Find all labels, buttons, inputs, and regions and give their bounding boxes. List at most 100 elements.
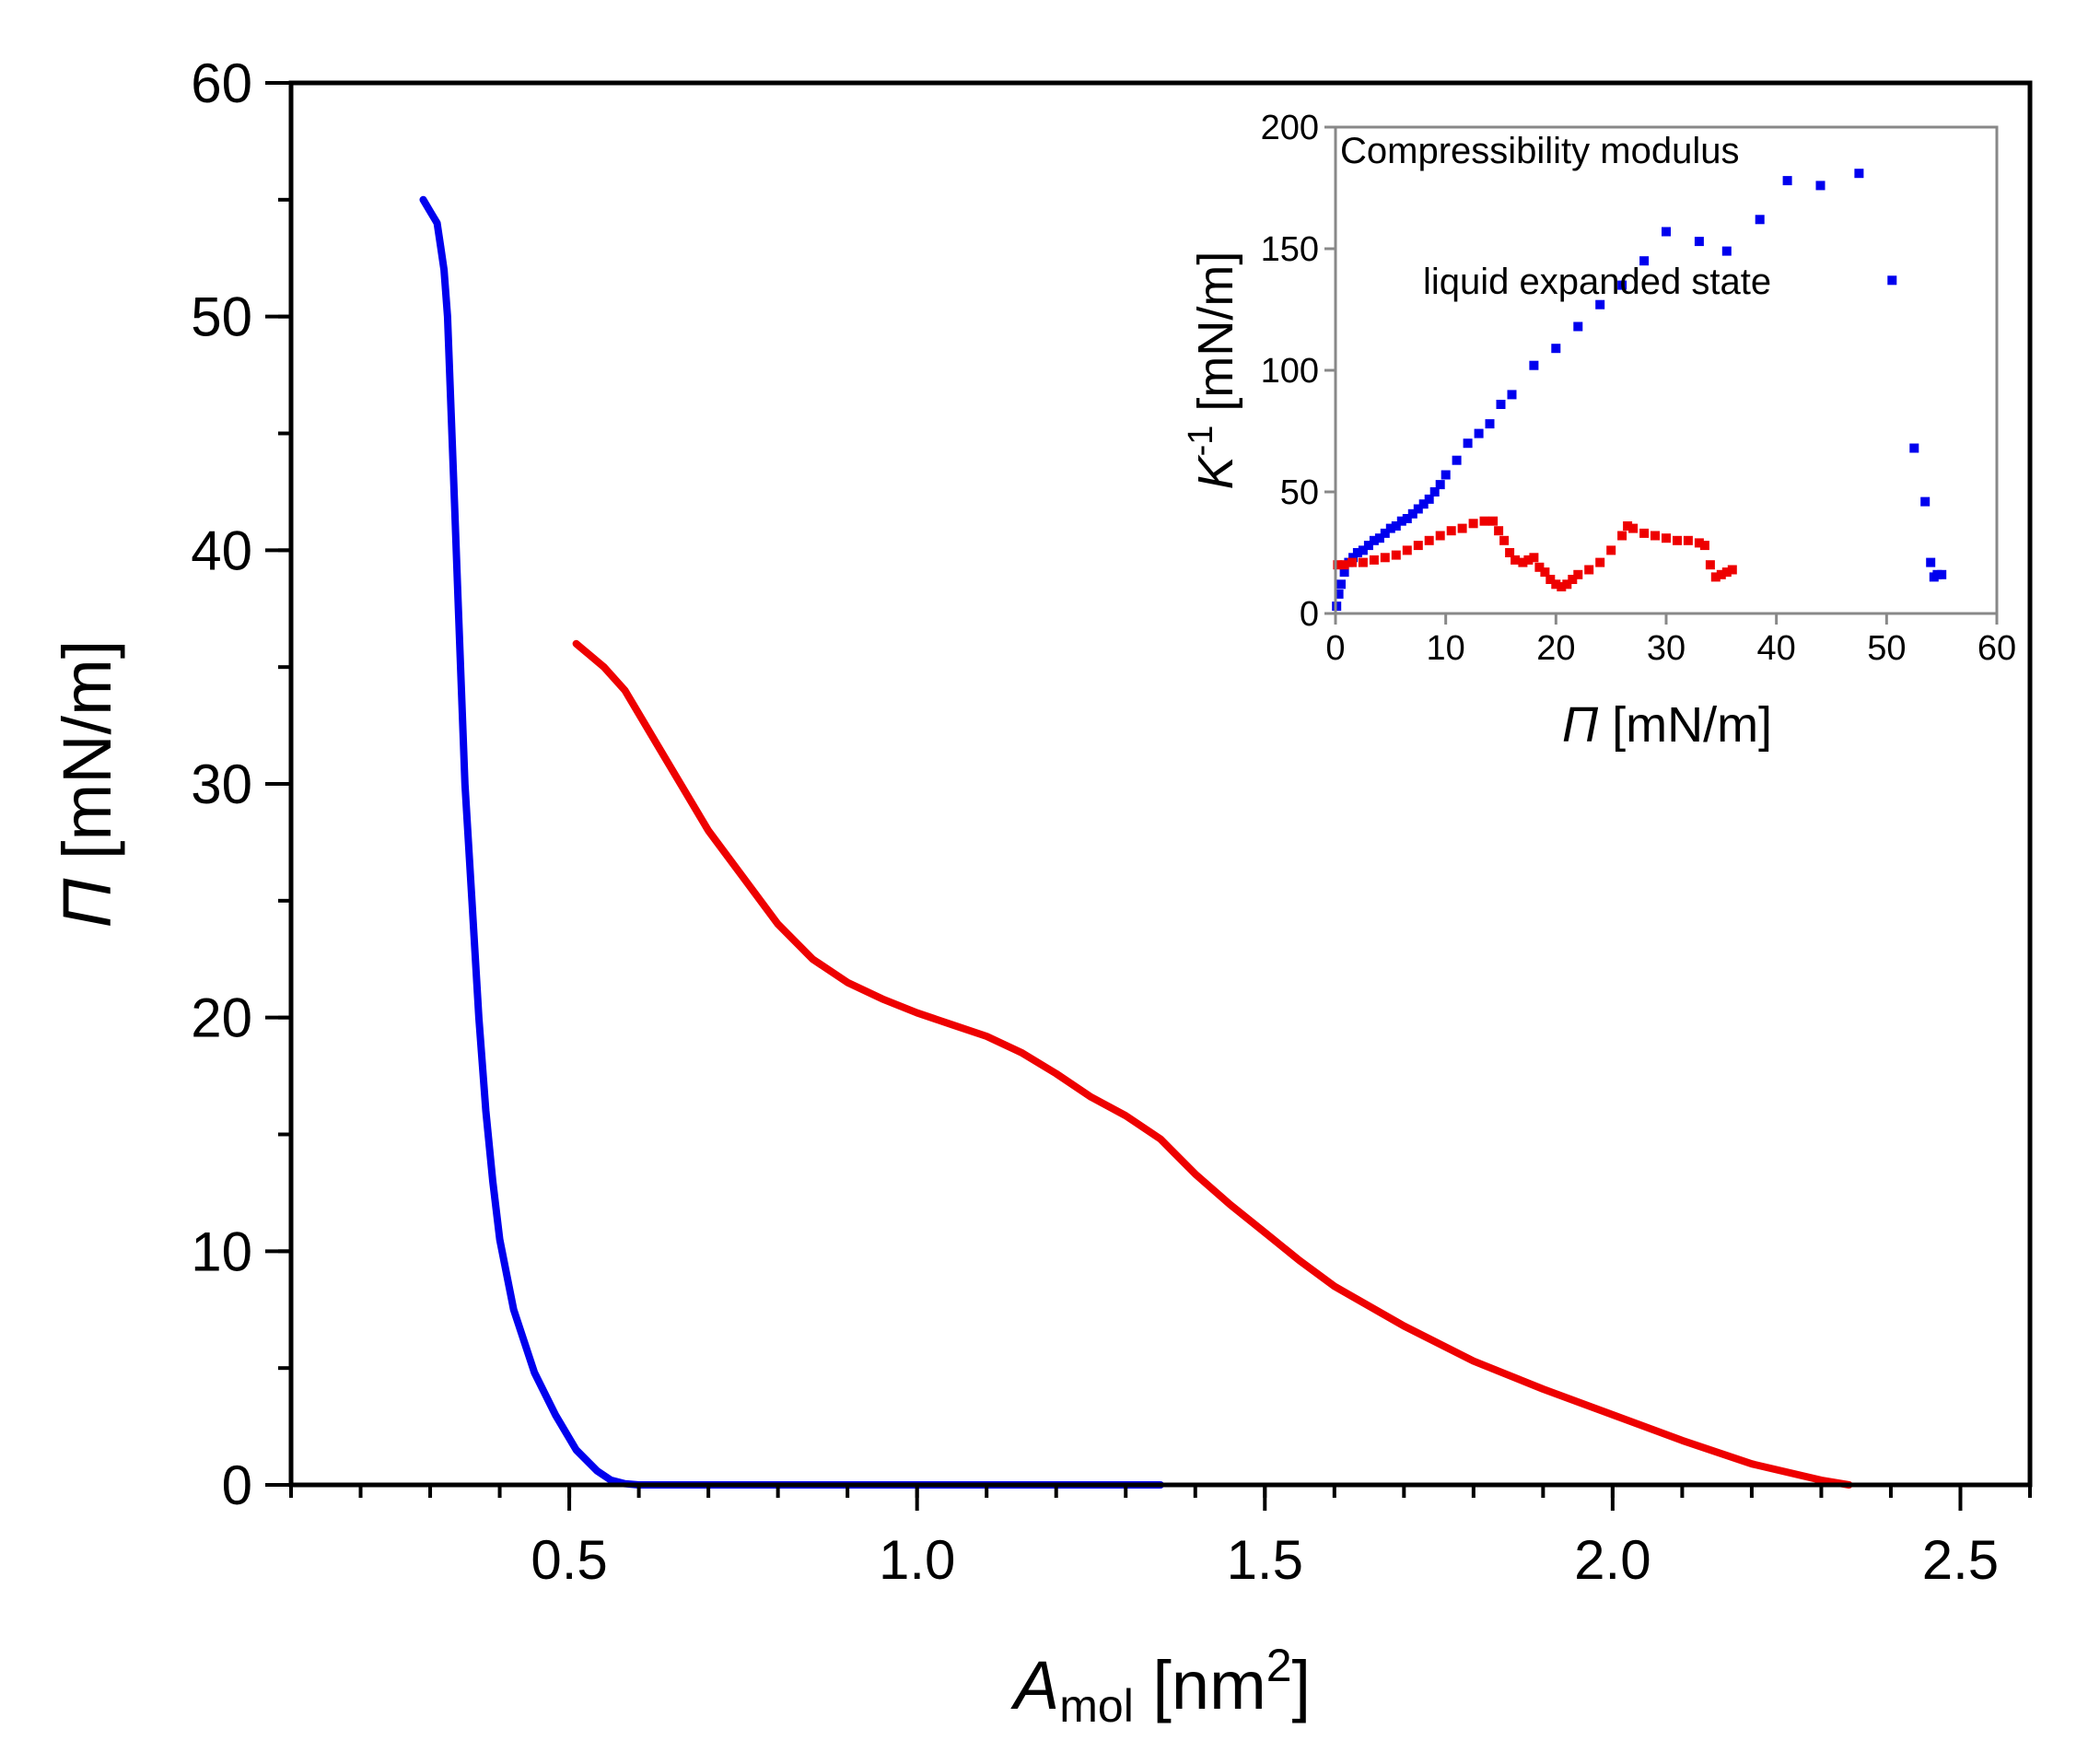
main-x-axis-unit-close: ] [1292,1647,1312,1723]
inset-y-ticks: 0 50 100 150 200 [1261,109,1336,634]
inset-x-tick-label: 60 [1977,629,2016,668]
inset-x-tick-label: 50 [1867,629,1906,668]
inset-y-tick-label: 100 [1261,352,1319,391]
inset-y-tick-label: 150 [1261,230,1319,269]
inset-point-red [1557,582,1567,591]
inset-point-blue [1334,589,1344,599]
inset-plot-background [1336,127,1997,613]
inset-point-blue [1529,360,1539,370]
inset-point-blue [1407,508,1417,519]
inset-point-blue [1380,528,1390,538]
main-y-tick-label: 60 [191,53,252,114]
inset-point-blue [1721,246,1732,256]
inset-point-red [1617,531,1627,541]
inset-point-blue [1374,533,1384,543]
inset-point-blue [1441,470,1451,480]
inset-point-blue [1887,275,1897,286]
inset-y-axis-unit: [mN/m] [1188,251,1243,426]
inset-point-blue [1424,494,1434,504]
inset-point-red [1402,545,1412,555]
inset-point-red [1546,575,1556,584]
inset-point-red [1595,557,1605,567]
inset-point-red [1529,553,1539,563]
inset-point-blue [1815,181,1826,191]
inset-point-red [1584,565,1594,575]
inset-point-blue [1452,455,1462,465]
main-y-tick-label: 30 [191,753,252,815]
inset-point-blue [1507,390,1517,400]
inset-point-blue [1402,514,1412,523]
inset-y-axis-symbol: K [1188,454,1243,489]
main-y-axis-unit: [mN/m] [49,640,125,879]
inset-point-red [1606,545,1616,555]
main-x-tick-label: 0.5 [531,1529,607,1591]
main-y-tick-label: 20 [191,987,252,1049]
inset-point-red [1518,557,1528,567]
inset-title: Compressibility modulus [1340,131,1739,171]
inset-point-blue [1551,344,1561,354]
inset-point-blue [1496,400,1506,409]
main-y-tick-label: 40 [191,520,252,581]
inset-point-blue [1391,521,1401,531]
inset-point-red [1716,569,1726,579]
inset-x-axis-symbol: Π [1562,697,1599,753]
main-x-axis-symbol: A [1010,1647,1059,1723]
inset-y-tick-label: 200 [1261,109,1319,147]
inset-x-axis-unit: [mN/m] [1598,697,1772,753]
inset-point-red [1499,535,1510,545]
inset-point-blue [1385,523,1395,533]
main-x-tick-label: 1.5 [1227,1529,1303,1591]
main-x-tick-label: 2.5 [1922,1529,1999,1591]
inset-point-blue [1352,548,1362,557]
inset-y-tick-label: 50 [1280,473,1319,512]
inset-point-red [1468,519,1478,529]
inset-point-red [1505,548,1515,557]
inset-y-tick-label: 0 [1300,595,1319,634]
main-x-tick-label: 2.0 [1574,1529,1651,1591]
main-y-axis-title: Π [mN/m] [49,640,125,929]
inset-point-red [1457,523,1467,533]
main-x-axis-subscript: mol [1059,1680,1134,1732]
inset-point-red [1551,579,1561,590]
inset-point-blue [1358,545,1368,555]
inset-point-blue [1926,557,1936,567]
inset-point-red [1540,567,1550,578]
inset-point-red [1699,541,1709,551]
inset-x-tick-label: 30 [1647,629,1686,668]
inset-point-red [1683,535,1693,545]
inset-x-tick-label: 10 [1427,629,1465,668]
main-y-ticks: 0 10 20 30 40 50 60 [191,53,291,1516]
inset-point-red [1523,555,1534,565]
inset-point-red [1479,516,1489,526]
inset-point-blue [1369,535,1379,545]
inset-point-blue [1339,567,1349,578]
inset-point-red [1662,533,1671,543]
inset-point-blue [1463,438,1473,449]
inset-point-blue [1854,169,1864,179]
inset-point-red [1721,567,1732,578]
main-y-tick-label: 0 [222,1454,252,1516]
inset-point-red [1435,531,1445,541]
inset-point-red [1534,562,1545,572]
inset-point-red [1339,560,1349,570]
main-x-axis-unit: [nm [1134,1647,1266,1723]
inset-point-blue [1413,504,1423,514]
inset-point-blue [1363,541,1373,551]
inset-x-tick-label: 0 [1325,629,1345,668]
inset-annotation: liquid expanded state [1423,262,1771,302]
inset-point-red [1424,535,1434,545]
inset-point-red [1511,555,1521,565]
inset-x-axis-title: Π [mN/m] [1562,697,1772,753]
inset-point-blue [1429,487,1440,496]
inset-point-red [1651,531,1660,541]
inset-point-red [1380,553,1390,563]
inset-x-tick-label: 20 [1536,629,1575,668]
inset-point-red [1639,528,1650,538]
inset-point-red [1333,560,1343,570]
inset-point-blue [1336,579,1346,590]
inset-point-red [1694,538,1704,548]
inset-point-red [1673,535,1682,545]
inset-point-red [1369,555,1379,565]
